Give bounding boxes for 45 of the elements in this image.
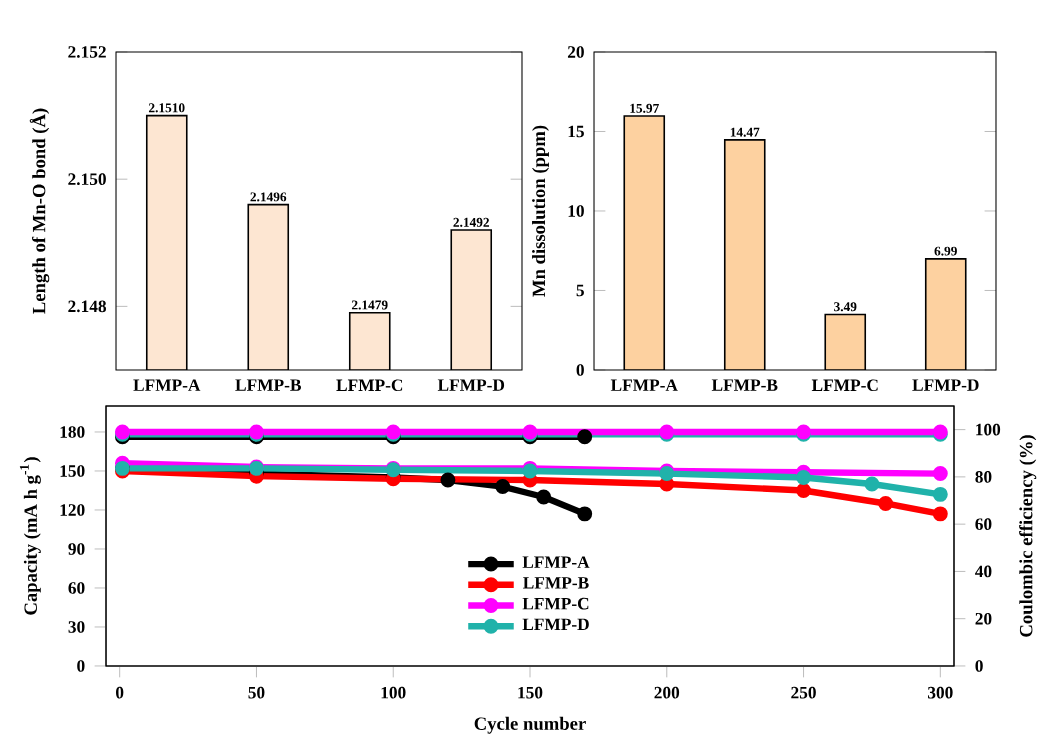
x-tick-label: LFMP-B: [711, 379, 778, 391]
y2-axis-title: Coulombic efficiency (%): [1019, 435, 1037, 637]
y-tick-label: 0: [576, 364, 584, 376]
x-tick-label: LFMP-C: [811, 379, 878, 392]
y-tick-label: 2.150: [68, 173, 106, 186]
x-tick-label: 300: [927, 686, 953, 699]
y-tick-label: 120: [60, 504, 85, 516]
y-tick-label: 20: [567, 46, 584, 58]
y-tick-label: 90: [68, 543, 85, 555]
y2-tick-label: 60: [975, 518, 992, 530]
y2-tick-label: 80: [975, 471, 992, 483]
y2-tick-label: 40: [975, 565, 992, 578]
y-tick-label: 2.148: [68, 300, 106, 313]
y2-tick-label: 0: [975, 660, 983, 672]
legend-label: LFMP-D: [522, 618, 589, 631]
y-axis-title: Mn dissolution (ppm): [532, 125, 549, 297]
x-tick-label: 100: [381, 686, 406, 699]
x-tick-label: LFMP-D: [437, 379, 505, 391]
y-tick-label: 0: [77, 660, 85, 672]
y-tick-label: 150: [60, 465, 85, 477]
x-tick-label: LFMP-B: [235, 379, 301, 391]
y-tick-label: 5: [576, 284, 584, 297]
legend-label: LFMP-B: [523, 577, 589, 589]
y-tick-label: 30: [68, 621, 85, 633]
x-tick-label: 0: [116, 686, 124, 699]
x-tick-label: LFMP-A: [133, 379, 201, 391]
y-tick-label: 180: [60, 426, 85, 438]
y-tick-label: 10: [568, 205, 584, 217]
y-tick-label: 2.152: [68, 46, 106, 58]
y-tick-label: 60: [68, 582, 85, 594]
y-tick-label: 15: [568, 125, 584, 138]
y2-tick-label: 100: [976, 423, 1001, 436]
y-axis-title: Length of Mn-O bond (Å): [29, 108, 50, 314]
x-tick-label: 150: [518, 686, 543, 699]
x-tick-label: 250: [791, 686, 816, 699]
x-tick-label: LFMP-A: [610, 379, 678, 391]
x-tick-label: 200: [654, 686, 680, 699]
y-axis-title: Capacity (mA h g$^{-1}$): [19, 457, 41, 615]
y2-tick-label: 20: [975, 612, 992, 625]
x-tick-label: LFMP-D: [912, 379, 979, 391]
x-axis-title: Cycle number: [474, 716, 586, 734]
legend-label: LFMP-A: [522, 556, 590, 568]
legend-label: LFMP-C: [522, 597, 589, 610]
x-tick-label: 50: [248, 686, 265, 699]
x-tick-label: LFMP-C: [336, 379, 403, 392]
